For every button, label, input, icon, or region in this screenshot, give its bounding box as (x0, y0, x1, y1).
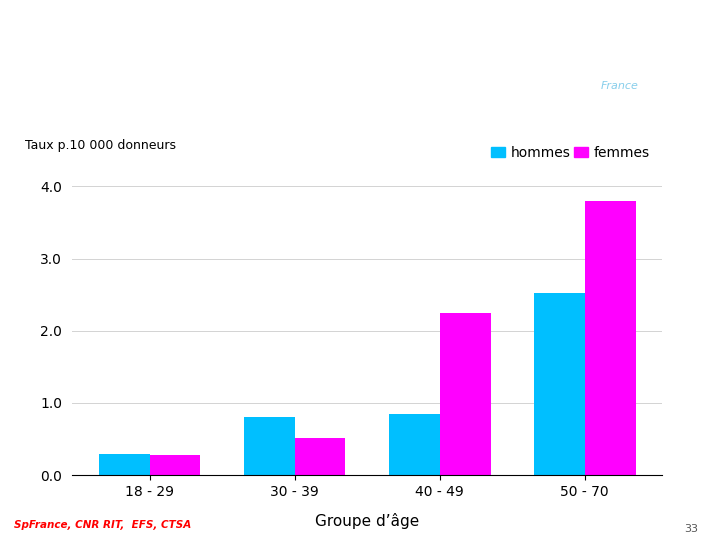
Text: D’AGE, 2016-2018: D’AGE, 2016-2018 (16, 80, 194, 98)
Text: 33: 33 (685, 524, 698, 534)
Bar (534, 293, 585, 475)
Legend: hommes, femmes: hommes, femmes (485, 140, 655, 166)
Text: NOUVEAUX DONNEURS PAR SEXE ET CLASSE: NOUVEAUX DONNEURS PAR SEXE ET CLASSE (16, 44, 451, 62)
Text: publique: publique (601, 53, 662, 66)
Text: Santé: Santé (601, 24, 642, 37)
Text: Taux p.10 000 donneurs: Taux p.10 000 donneurs (24, 139, 176, 152)
Text: TAUX DE PRÉVALENCE DE L’HTLV CHEZ LES: TAUX DE PRÉVALENCE DE L’HTLV CHEZ LES (16, 9, 431, 27)
X-axis label: Groupe d’âge: Groupe d’âge (315, 513, 419, 529)
Bar (585, 201, 636, 475)
Bar (150, 455, 200, 475)
Bar (389, 414, 440, 475)
Text: SpFrance, CNR RIT,  EFS, CTSA: SpFrance, CNR RIT, EFS, CTSA (14, 520, 192, 530)
Bar (244, 417, 294, 475)
Text: France: France (601, 81, 639, 91)
Bar (440, 313, 490, 475)
Bar (294, 437, 346, 475)
Bar (99, 454, 150, 475)
